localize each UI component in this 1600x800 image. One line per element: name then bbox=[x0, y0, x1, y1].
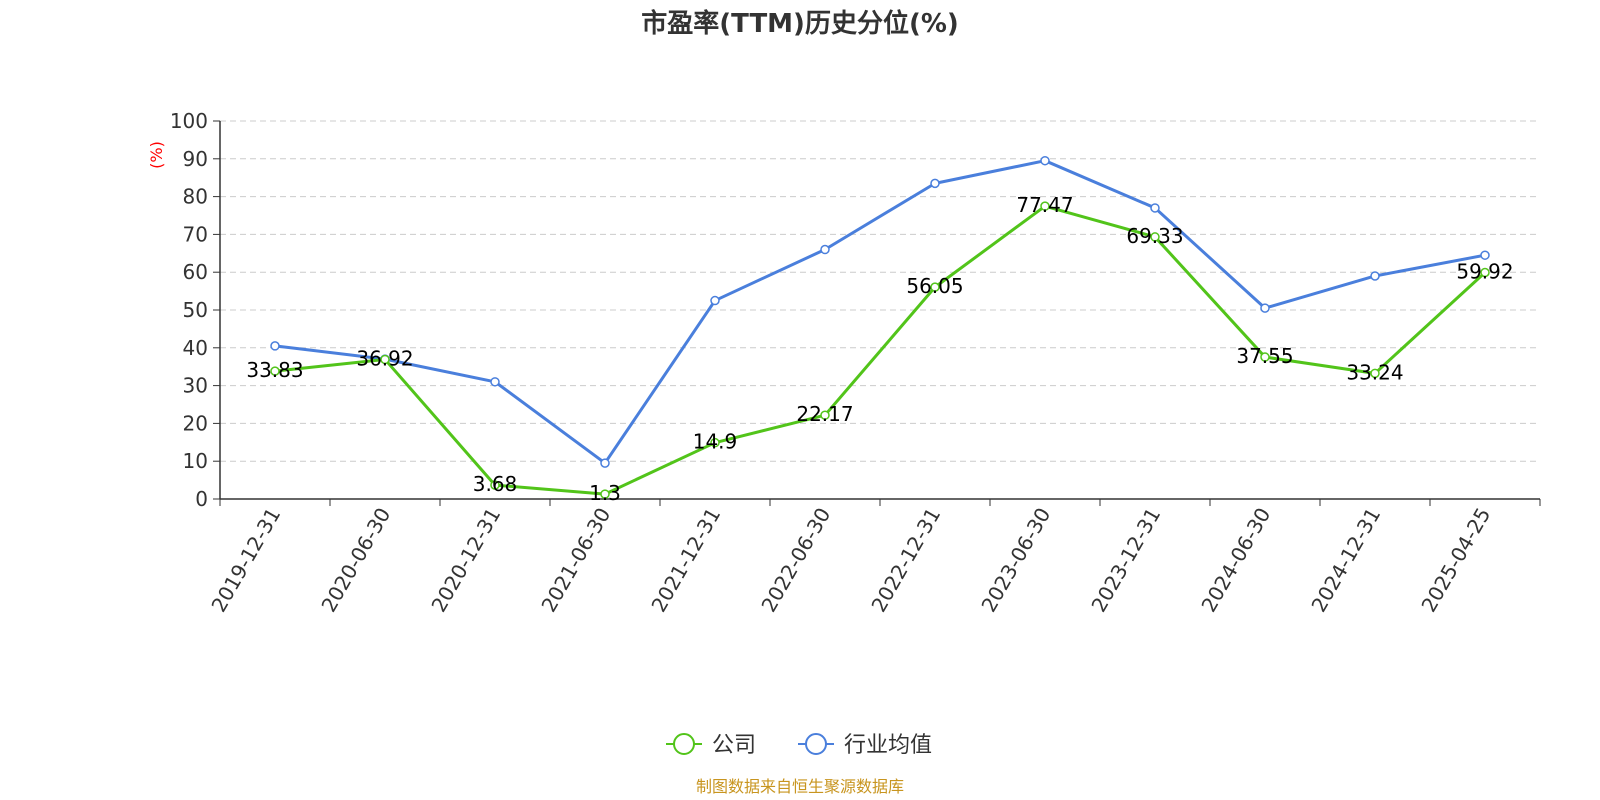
x-tick-label: 2020-06-30 bbox=[316, 504, 395, 617]
series-line-1 bbox=[274, 159, 1486, 465]
series-point-1 bbox=[1480, 250, 1490, 260]
data-label: 36.92 bbox=[356, 346, 413, 370]
series-point-0 bbox=[1370, 368, 1380, 379]
grid-lines bbox=[220, 120, 1540, 462]
data-label: 3.68 bbox=[473, 472, 518, 496]
x-tick-label: 2023-06-30 bbox=[976, 504, 1055, 617]
x-tick-label: 2019-12-31 bbox=[206, 504, 285, 617]
series-point-0 bbox=[380, 354, 390, 365]
data-label: 56.05 bbox=[906, 274, 963, 298]
x-tick-label: 2021-12-31 bbox=[646, 504, 725, 617]
data-label: 59.92 bbox=[1456, 260, 1513, 284]
data-label: 69.33 bbox=[1126, 224, 1183, 248]
data-label: 77.47 bbox=[1016, 193, 1073, 217]
data-label: 33.83 bbox=[246, 358, 303, 382]
x-tick-label: 2024-06-30 bbox=[1196, 504, 1275, 617]
series-point-0 bbox=[820, 410, 830, 420]
legend: 公司 行业均值 bbox=[666, 733, 932, 758]
y-tick-label: 30 bbox=[183, 374, 208, 398]
data-label: 22.17 bbox=[796, 402, 853, 426]
series-point-0 bbox=[710, 437, 720, 448]
y-tick-label: 100 bbox=[170, 109, 208, 133]
series-point-1 bbox=[490, 377, 500, 387]
x-tick-label: 2025-04-25 bbox=[1416, 504, 1495, 617]
series-line-0 bbox=[274, 204, 1487, 496]
x-tick-label: 2020-12-31 bbox=[426, 504, 505, 617]
x-tick-label: 2022-06-30 bbox=[756, 504, 835, 617]
data-labels: 33.83 36.92 3.68 1.3 14.9 22.17 56.05 77.47 69.3… bbox=[246, 193, 1513, 505]
series-point-0 bbox=[1150, 232, 1160, 242]
data-label: 14.9 bbox=[693, 430, 738, 454]
y-tick-label: 70 bbox=[183, 222, 208, 246]
x-tick-label: 2021-06-30 bbox=[536, 504, 615, 617]
series-point-0 bbox=[1260, 352, 1270, 362]
source-note: 制图数据来自恒生聚源数据库 bbox=[696, 777, 904, 796]
y-tick-label: 40 bbox=[183, 336, 208, 360]
legend-marker-0 bbox=[673, 733, 695, 755]
legend-label-0: 公司 bbox=[712, 733, 756, 758]
series-point-1 bbox=[270, 341, 280, 351]
series-point-0 bbox=[600, 489, 610, 499]
x-tick-label: 2024-12-31 bbox=[1306, 504, 1385, 617]
series-layer bbox=[270, 155, 1490, 499]
series-point-0 bbox=[930, 282, 940, 292]
series-point-0 bbox=[1040, 201, 1050, 211]
data-label: 37.55 bbox=[1236, 344, 1293, 368]
y-tick-label: 60 bbox=[183, 260, 208, 284]
series-point-0 bbox=[490, 480, 500, 490]
series-point-1 bbox=[1370, 271, 1380, 281]
x-tick-label: 2023-12-31 bbox=[1086, 504, 1165, 617]
y-tick-label: 0 bbox=[195, 487, 208, 511]
y-tick-label: 50 bbox=[183, 298, 208, 322]
series-point-1 bbox=[710, 295, 720, 306]
y-tick-label: 10 bbox=[183, 449, 208, 473]
y-tick-label: 20 bbox=[183, 411, 208, 435]
series-point-1 bbox=[600, 458, 610, 468]
legend-marker-1 bbox=[805, 733, 827, 755]
y-tick-label: 80 bbox=[183, 185, 208, 209]
series-point-0 bbox=[270, 366, 280, 376]
series-point-1 bbox=[820, 244, 830, 255]
legend-label-1: 行业均值 bbox=[844, 733, 932, 758]
series-point-1 bbox=[930, 178, 940, 189]
y-tick-label: 90 bbox=[183, 147, 208, 171]
series-point-1 bbox=[1040, 155, 1050, 166]
chart-title: 市盈率(TTM)历史分位(%) bbox=[641, 8, 959, 39]
y-axis-unit: (%) bbox=[147, 141, 166, 169]
x-tick-label: 2022-12-31 bbox=[866, 504, 945, 617]
series-point-0 bbox=[1480, 267, 1490, 278]
series-point-1 bbox=[1150, 203, 1160, 213]
series-point-1 bbox=[1260, 303, 1270, 313]
data-label: 1.3 bbox=[589, 481, 621, 505]
data-label: 33.24 bbox=[1346, 360, 1403, 384]
